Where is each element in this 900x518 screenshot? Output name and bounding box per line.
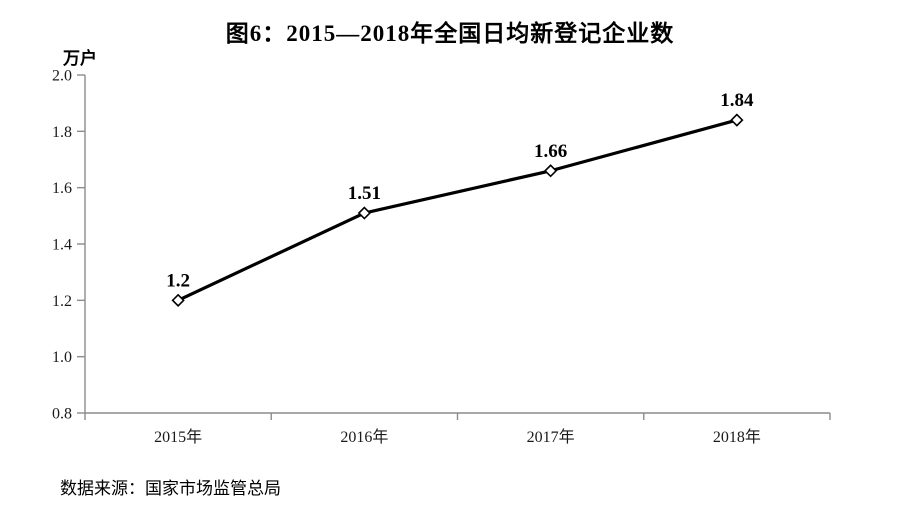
data-point-marker (543, 164, 558, 178)
y-tick-label: 1.8 (52, 124, 72, 141)
y-tick-label: 1.4 (52, 237, 72, 254)
source-note: 数据来源：国家市场监管总局 (60, 479, 281, 498)
data-point-label: 1.84 (720, 90, 754, 111)
data-point-marker (171, 293, 185, 307)
x-tick-label: 2016年 (340, 428, 388, 446)
y-tick-label: 0.8 (52, 406, 72, 423)
y-tick-label: 1.6 (52, 180, 72, 197)
x-tick-label: 2017年 (527, 428, 575, 446)
x-tick-label: 2015年 (154, 428, 202, 446)
data-point-marker (357, 206, 372, 220)
y-axis-unit-label: 万户 (63, 49, 97, 68)
data-point-label: 1.66 (534, 141, 567, 162)
y-tick-label: 2.0 (52, 68, 72, 85)
x-tick-label: 2018年 (713, 428, 761, 446)
y-tick-label: 1.0 (52, 349, 72, 366)
data-point-label: 1.2 (166, 270, 190, 291)
chart-title: 图6：2015—2018年全国日均新登记企业数 (225, 21, 675, 46)
series-line (177, 118, 738, 302)
data-point-label: 1.51 (348, 183, 381, 204)
y-tick-label: 1.2 (52, 293, 72, 310)
data-point-marker (730, 113, 744, 127)
